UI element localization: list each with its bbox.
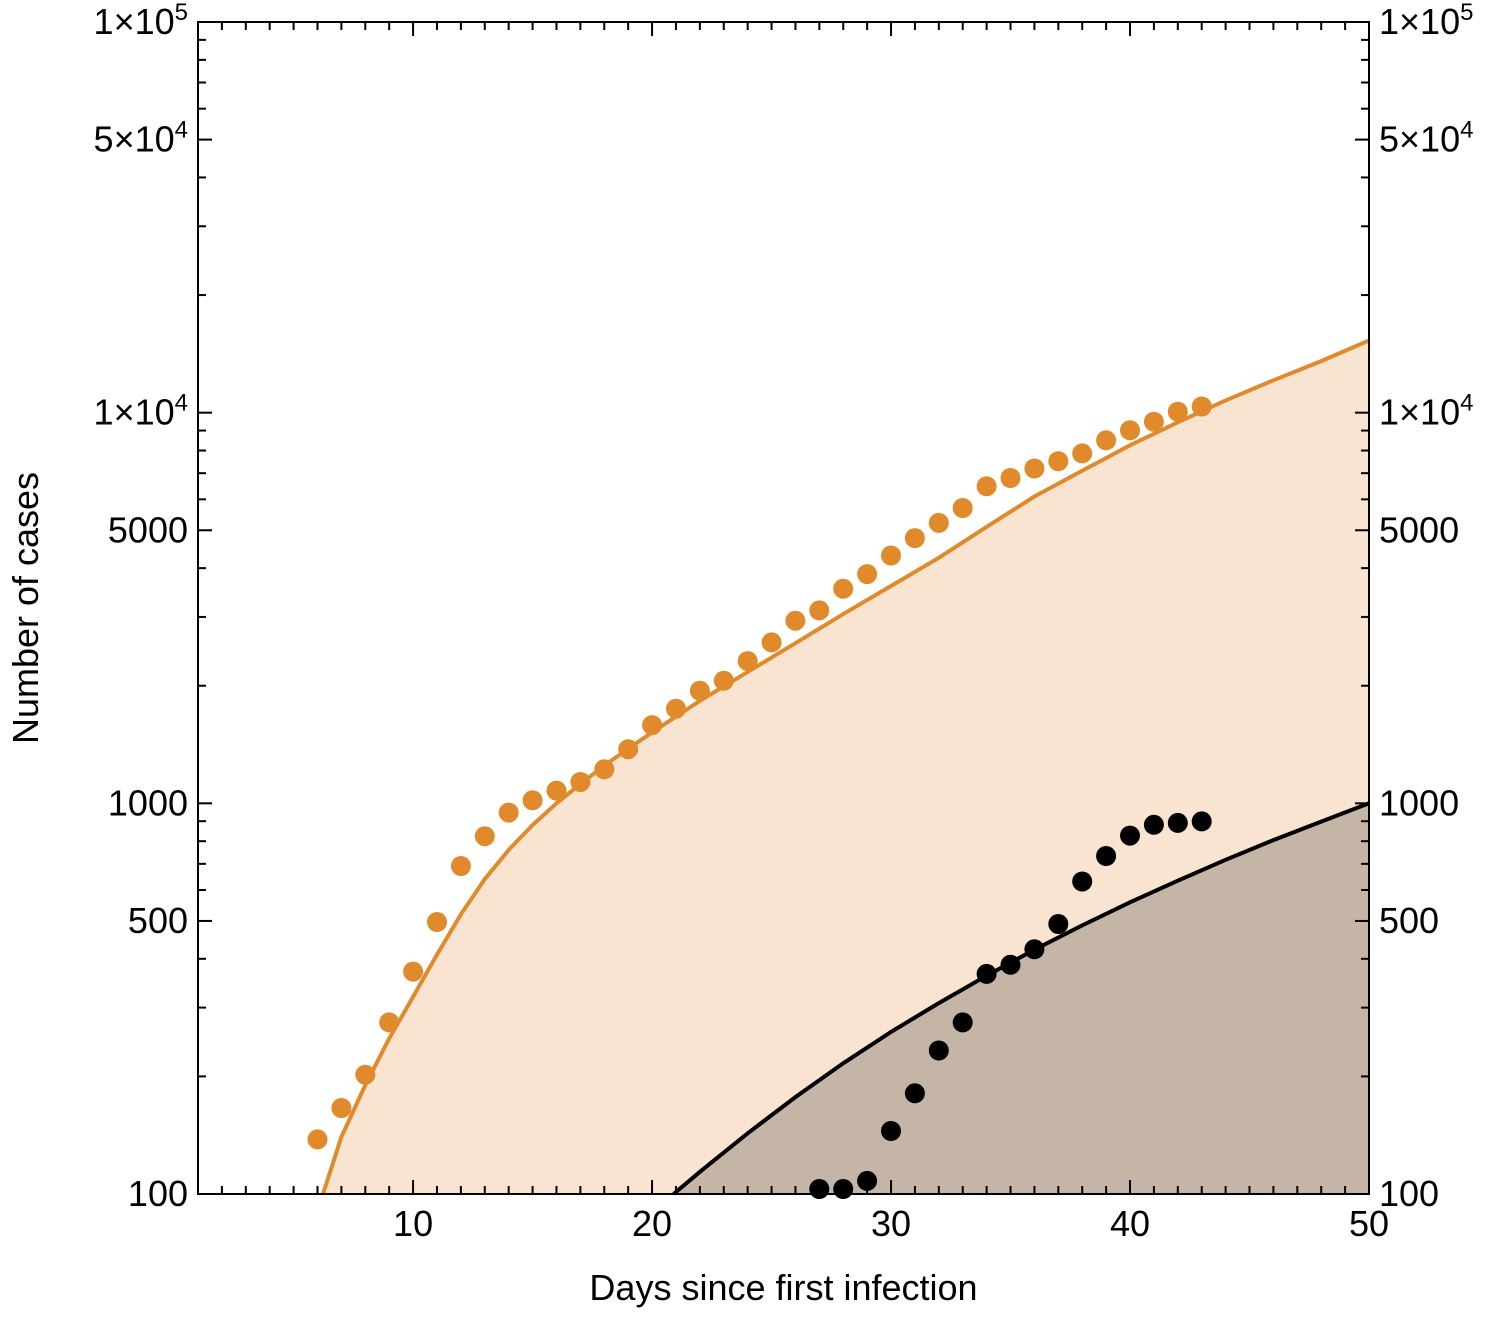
data-point-cases: [737, 651, 758, 672]
data-point-deaths: [976, 963, 997, 984]
data-point-deaths: [1143, 814, 1164, 835]
data-point-cases: [546, 780, 567, 801]
data-point-deaths: [881, 1121, 901, 1141]
data-point-deaths: [1191, 811, 1212, 832]
data-point-cases: [403, 961, 424, 982]
data-point-cases: [642, 715, 663, 736]
data-point-deaths: [1048, 914, 1069, 934]
y-tick-label: 1×105: [1379, 0, 1473, 42]
data-point-cases: [1000, 468, 1021, 488]
data-point-cases: [952, 498, 973, 518]
data-point-deaths: [1024, 939, 1045, 960]
data-point-cases: [928, 512, 949, 533]
data-point-cases: [833, 578, 854, 599]
data-point-deaths: [1167, 812, 1188, 833]
data-point-cases: [1167, 401, 1188, 422]
data-point-deaths: [952, 1012, 973, 1033]
data-point-deaths: [1072, 871, 1093, 892]
data-point-cases: [474, 826, 495, 847]
fill-area-deaths: [673, 803, 1369, 1194]
data-point-deaths: [904, 1083, 925, 1104]
y-tick-label: 5000: [1379, 509, 1459, 550]
y-tick-label: 1×104: [1379, 390, 1473, 433]
y-tick-label: 1000: [108, 782, 188, 823]
y-tick-label: 100: [1379, 1173, 1439, 1214]
x-tick-label: 10: [393, 1203, 433, 1244]
data-point-cases: [1143, 411, 1164, 432]
data-point-cases: [881, 545, 901, 566]
data-point-cases: [857, 564, 878, 585]
x-axis-title: Days since first infection: [589, 1267, 977, 1308]
data-point-cases: [331, 1098, 352, 1118]
data-point-cases: [594, 759, 615, 780]
data-point-deaths: [1096, 846, 1117, 866]
data-point-cases: [570, 772, 591, 792]
data-point-cases: [1072, 443, 1093, 464]
x-tick-label: 30: [871, 1203, 911, 1244]
data-point-deaths: [1120, 825, 1140, 846]
data-point-cases: [1096, 430, 1117, 451]
y-tick-label: 100: [128, 1173, 188, 1214]
y-tick-label: 500: [1379, 900, 1439, 941]
data-point-cases: [1048, 451, 1069, 472]
data-point-cases: [355, 1064, 376, 1085]
data-point-cases: [785, 610, 806, 631]
data-point-cases: [904, 528, 925, 549]
axis-ticks: [198, 22, 1370, 1195]
area-fills: [323, 340, 1369, 1194]
y-tick-label: 500: [128, 900, 188, 941]
y-tick-label: 1×104: [94, 390, 188, 433]
plot-frame: [197, 21, 1370, 1195]
data-point-cases: [666, 698, 686, 719]
data-point-cases: [809, 600, 830, 621]
data-point-cases: [761, 632, 782, 653]
data-point-cases: [522, 790, 543, 811]
y-tick-label: 5×104: [1379, 117, 1473, 160]
data-point-cases: [618, 739, 639, 760]
data-point-cases: [689, 680, 710, 701]
y-tick-label: 1×105: [94, 0, 188, 42]
data-point-deaths: [857, 1170, 878, 1191]
y-axis-title: Number of cases: [5, 472, 46, 744]
y-tick-label: 5000: [108, 509, 188, 550]
data-point-cases: [976, 476, 997, 497]
data-point-cases: [713, 670, 734, 691]
data-point-cases: [498, 802, 519, 823]
data-point-cases: [1120, 420, 1140, 441]
data-points: [307, 396, 1212, 1199]
data-point-deaths: [928, 1040, 949, 1061]
data-point-cases: [379, 1012, 400, 1033]
data-point-deaths: [1000, 954, 1021, 975]
x-tick-label: 40: [1110, 1203, 1150, 1244]
data-point-cases: [1191, 396, 1212, 417]
data-point-cases: [427, 912, 447, 932]
data-point-cases: [450, 856, 471, 876]
x-tick-label: 50: [1349, 1203, 1389, 1244]
data-point-cases: [1024, 458, 1045, 479]
x-tick-label: 20: [632, 1203, 672, 1244]
y-tick-label: 5×104: [94, 117, 188, 160]
y-tick-label: 1000: [1379, 782, 1459, 823]
data-point-cases: [307, 1129, 328, 1150]
